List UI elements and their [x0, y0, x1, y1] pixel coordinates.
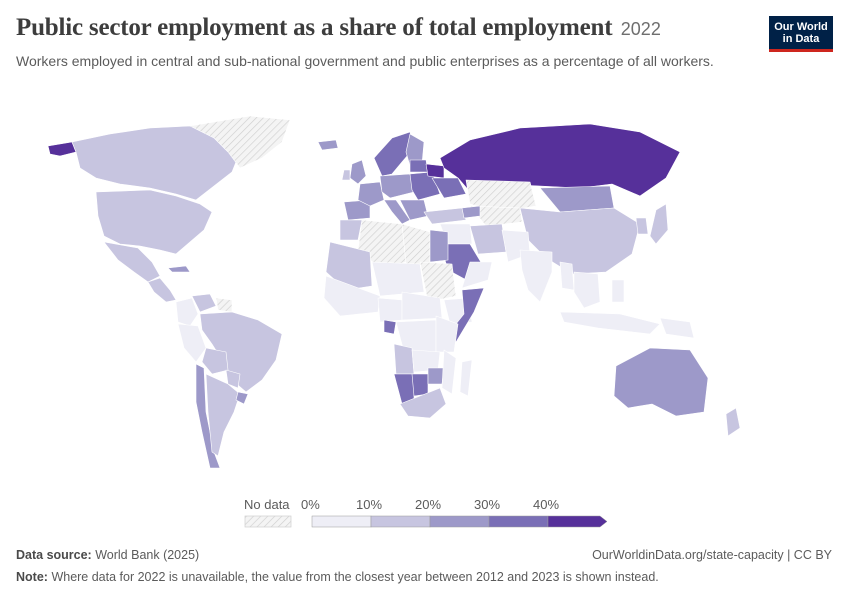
country-korea[interactable] [635, 217, 649, 235]
legend-bin-1[interactable] [370, 515, 431, 528]
country-philippines[interactable] [611, 279, 625, 303]
country-baltics[interactable] [409, 159, 429, 173]
data-source-label: Data source: [16, 548, 92, 562]
legend-tick-20: 20% [415, 497, 442, 512]
world-map[interactable] [0, 112, 850, 484]
chart-year: 2022 [620, 19, 661, 39]
country-botswana[interactable] [411, 373, 429, 397]
country-italy[interactable] [383, 199, 411, 225]
country-venezuela[interactable] [191, 293, 217, 313]
country-uruguay[interactable] [235, 391, 249, 405]
country-sudan[interactable] [419, 261, 457, 303]
legend-bin-4[interactable] [547, 515, 608, 528]
legend-bin-2[interactable] [429, 515, 490, 528]
country-canada[interactable] [71, 125, 241, 201]
chart-title: Public sector employment as a share of t… [16, 14, 613, 41]
map-legend: No data 0% 10% 20% 30% 40% [244, 497, 624, 533]
country-myanmar[interactable] [559, 261, 575, 291]
country-east-africa[interactable] [435, 315, 459, 353]
country-ireland[interactable] [341, 169, 351, 181]
country-oman-yemen[interactable] [461, 261, 493, 289]
country-egypt[interactable] [429, 229, 449, 263]
country-mozambique[interactable] [441, 349, 457, 395]
world-map-svg[interactable] [0, 112, 850, 484]
legend-no-data-swatch[interactable] [244, 515, 292, 528]
country-iceland[interactable] [317, 139, 339, 151]
country-united-states[interactable] [95, 189, 213, 255]
country-gabon[interactable] [383, 319, 397, 335]
data-source: Data source: World Bank (2025) [16, 548, 199, 562]
logo-line-2: in Data [782, 33, 820, 45]
country-morocco[interactable] [339, 219, 363, 241]
country-paraguay[interactable] [225, 369, 241, 389]
legend-tick-0: 0% [301, 497, 320, 512]
country-west-africa[interactable] [323, 275, 381, 317]
country-central-asia[interactable] [469, 205, 523, 227]
country-mexico[interactable] [103, 241, 161, 283]
country-angola[interactable] [393, 343, 415, 375]
country-chile[interactable] [195, 363, 221, 469]
country-russia[interactable] [439, 123, 681, 197]
country-australia[interactable] [613, 347, 709, 417]
logo-line-1: Our World [774, 21, 828, 33]
country-uk[interactable] [349, 159, 367, 185]
legend-scale [244, 515, 608, 528]
country-guianas[interactable] [215, 297, 233, 313]
country-iran[interactable] [469, 223, 507, 255]
chart-title-row: Public sector employment as a share of t… [16, 14, 756, 42]
country-new-zealand[interactable] [725, 407, 741, 437]
country-brazil[interactable] [199, 311, 283, 393]
country-indonesia[interactable] [559, 311, 661, 335]
country-libya[interactable] [401, 223, 431, 267]
country-france[interactable] [357, 181, 385, 207]
data-source-text[interactable]: World Bank (2025) [95, 548, 200, 562]
footnote: Note: Where data for 2022 is unavailable… [16, 570, 659, 584]
country-turkey[interactable] [423, 207, 467, 225]
chart-subtitle: Workers employed in central and sub-nati… [16, 53, 714, 69]
country-central-europe[interactable] [379, 173, 415, 199]
country-bolivia[interactable] [201, 347, 229, 375]
country-nigeria[interactable] [377, 297, 403, 323]
owid-logo[interactable]: Our World in Data [769, 16, 833, 52]
country-central-america[interactable] [147, 277, 177, 303]
country-belarus[interactable] [425, 163, 445, 179]
country-niger-chad[interactable] [371, 261, 425, 297]
country-peru[interactable] [177, 323, 207, 363]
country-ukraine[interactable] [431, 177, 467, 199]
legend-bin-3[interactable] [488, 515, 549, 528]
legend-tick-40: 40% [533, 497, 560, 512]
country-india[interactable] [519, 249, 553, 303]
country-mongolia[interactable] [539, 185, 615, 213]
note-text: Where data for 2022 is unavailable, the … [51, 570, 659, 584]
legend-bin-0[interactable] [311, 515, 372, 528]
country-madagascar[interactable] [459, 359, 473, 397]
source-url[interactable]: OurWorldinData.org/state-capacity | CC B… [592, 548, 832, 562]
country-papua-new-guinea[interactable] [659, 317, 695, 339]
legend-tick-30: 30% [474, 497, 501, 512]
note-label: Note: [16, 570, 48, 584]
country-alaska[interactable] [47, 141, 77, 157]
country-south-africa[interactable] [399, 387, 447, 419]
country-japan[interactable] [649, 203, 669, 245]
country-zimbabwe[interactable] [427, 367, 445, 385]
country-southeast-asia[interactable] [573, 271, 601, 309]
country-greenland[interactable] [189, 115, 291, 169]
legend-no-data-label: No data [244, 497, 290, 512]
country-caucasus[interactable] [461, 205, 481, 219]
country-argentina[interactable] [205, 373, 241, 457]
legend-tick-10: 10% [356, 497, 383, 512]
country-cuba[interactable] [167, 265, 191, 273]
country-colombia[interactable] [175, 297, 199, 327]
